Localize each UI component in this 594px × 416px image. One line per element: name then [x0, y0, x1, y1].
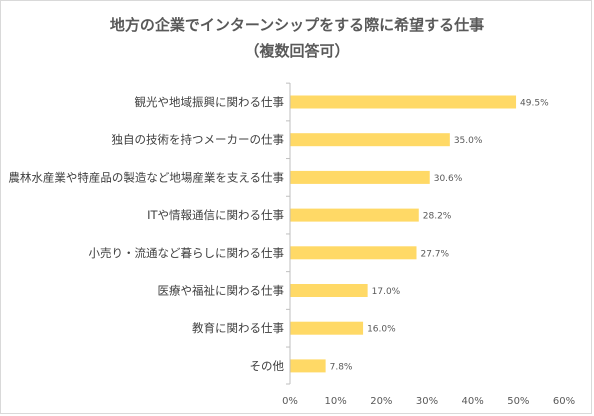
- category-label: 独自の技術を持つメーカーの仕事: [112, 133, 285, 147]
- x-tick-label: 0%: [282, 396, 298, 407]
- bar: [290, 208, 419, 222]
- bar: [290, 95, 517, 109]
- value-label: 28.2%: [423, 212, 452, 222]
- x-tick-label: 20%: [370, 396, 392, 407]
- category-label: ITや情報通信に関わる仕事: [147, 208, 284, 222]
- category-label: 教育に関わる仕事: [192, 321, 284, 335]
- chart-title: 地方の企業でインターンシップをする際に希望する仕事: [109, 16, 485, 34]
- x-tick-label: 10%: [325, 396, 347, 407]
- bar: [290, 321, 364, 335]
- chart-subtitle: （複数回答可）: [244, 42, 350, 60]
- bar: [290, 284, 368, 297]
- bar: [290, 133, 450, 147]
- value-label: 30.6%: [434, 174, 463, 184]
- value-label: 16.0%: [367, 325, 396, 335]
- value-label: 17.0%: [372, 287, 401, 297]
- bar: [290, 359, 326, 373]
- bar: [290, 246, 417, 260]
- value-label: 35.0%: [454, 136, 483, 146]
- x-tick-label: 40%: [462, 396, 484, 407]
- x-tick-label: 60%: [553, 396, 575, 407]
- value-label: 7.8%: [330, 362, 353, 372]
- value-label: 49.5%: [520, 99, 549, 109]
- value-label: 27.7%: [420, 249, 449, 259]
- category-label: その他: [250, 359, 285, 373]
- x-tick-label: 50%: [507, 396, 529, 407]
- category-label: 観光や地域振興に関わる仕事: [135, 95, 285, 109]
- x-tick-label: 30%: [416, 396, 438, 407]
- category-label: 農林水産業や特産品の製造など地場産業を支える仕事: [8, 170, 284, 184]
- bar: [290, 170, 430, 184]
- category-label: 医療や福祉に関わる仕事: [158, 284, 285, 298]
- category-label: 小売り・流通など暮らしに関わる仕事: [89, 246, 285, 260]
